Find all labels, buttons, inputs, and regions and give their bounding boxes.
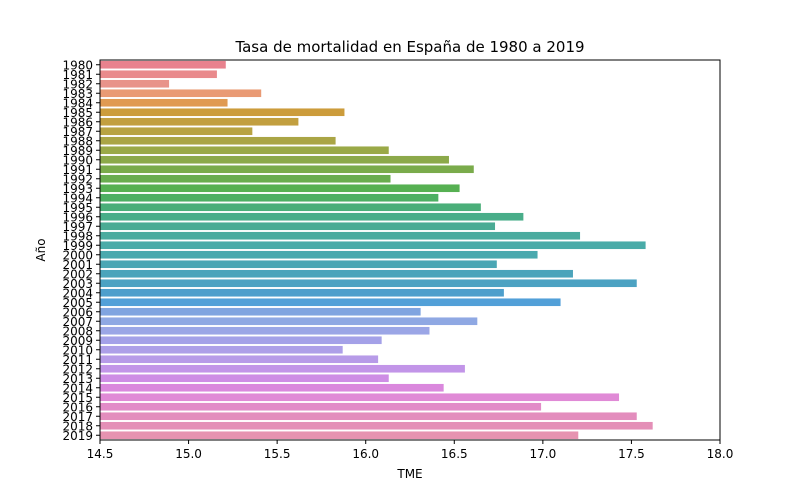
y-tick-label: 2011 <box>62 353 93 367</box>
y-tick-label: 1998 <box>62 229 93 243</box>
y-tick-label: 2017 <box>62 410 93 424</box>
x-tick-label: 17.0 <box>529 447 556 461</box>
bar-2012 <box>100 364 465 373</box>
bar-1990 <box>100 155 449 164</box>
bar-1994 <box>100 193 439 202</box>
bar-2000 <box>100 250 538 259</box>
y-tick-label: 1988 <box>62 134 93 148</box>
plot-frame <box>99 59 721 441</box>
y-tick-label: 2009 <box>62 334 93 348</box>
y-tick-label: 2008 <box>62 324 93 338</box>
y-axis-label: Año <box>34 238 48 261</box>
chart-title: Tasa de mortalidad en España de 1980 a 2… <box>234 38 584 56</box>
bar-2014 <box>100 383 444 392</box>
y-tick-label: 1981 <box>62 68 93 82</box>
bar-2008 <box>100 326 430 335</box>
bar-1984 <box>100 98 228 107</box>
bar-2018 <box>100 421 653 430</box>
y-tick-label: 2003 <box>62 277 93 291</box>
bars-group <box>100 60 653 440</box>
y-tick-label: 1995 <box>62 201 93 215</box>
y-tick-label: 2006 <box>62 305 93 319</box>
y-tick-label: 1989 <box>62 144 93 158</box>
y-tick-label: 1984 <box>62 96 93 110</box>
y-tick-label: 1982 <box>62 77 93 91</box>
bar-2001 <box>100 260 497 269</box>
x-tick-label: 15.5 <box>264 447 291 461</box>
bar-2009 <box>100 336 382 345</box>
y-tick-label: 2014 <box>62 381 93 395</box>
bar-1996 <box>100 212 524 221</box>
bar-1992 <box>100 174 391 183</box>
y-tick-label: 2002 <box>62 267 93 281</box>
bar-1983 <box>100 89 262 98</box>
y-tick-label: 2000 <box>62 248 93 262</box>
bar-2005 <box>100 298 561 307</box>
y-tick-label: 2001 <box>62 258 93 272</box>
y-tick-label: 2013 <box>62 372 93 386</box>
bar-2016 <box>100 402 542 411</box>
bar-2013 <box>100 374 389 383</box>
bar-2017 <box>100 412 637 421</box>
bar-1985 <box>100 108 345 117</box>
y-tick-label: 2019 <box>62 429 93 443</box>
y-tick-label: 1992 <box>62 172 93 186</box>
x-tick-label: 18.0 <box>707 447 734 461</box>
bar-1997 <box>100 222 496 231</box>
x-axis: 14.5 15.0 15.5 16.0 16.5 17.0 17.5 18.0 <box>87 440 734 461</box>
y-tick-label: 2015 <box>62 391 93 405</box>
y-tick-label: 1996 <box>62 210 93 224</box>
y-tick-label: 2016 <box>62 400 93 414</box>
bar-2002 <box>100 269 573 278</box>
y-tick-label: 1987 <box>62 125 93 139</box>
bar-1982 <box>100 79 170 88</box>
y-tick-label: 2007 <box>62 315 93 329</box>
y-tick-label: 2012 <box>62 362 93 376</box>
bar-1987 <box>100 127 253 136</box>
bar-1988 <box>100 136 336 145</box>
x-axis-label: TME <box>396 467 422 481</box>
bar-1981 <box>100 70 217 79</box>
y-tick-label: 1999 <box>62 239 93 253</box>
bar-2007 <box>100 317 478 326</box>
bar-2004 <box>100 288 504 297</box>
y-tick-label: 1986 <box>62 115 93 129</box>
bar-1999 <box>100 241 646 250</box>
y-tick-label: 1985 <box>62 106 93 120</box>
y-tick-label: 1980 <box>62 58 93 72</box>
bar-2003 <box>100 279 637 288</box>
bar-2015 <box>100 393 620 402</box>
x-tick-label: 14.5 <box>87 447 114 461</box>
x-tick-label: 15.0 <box>175 447 202 461</box>
x-tick-label: 16.0 <box>352 447 379 461</box>
y-tick-label: 2005 <box>62 296 93 310</box>
y-tick-label: 1994 <box>62 191 93 205</box>
bar-2011 <box>100 355 379 364</box>
y-tick-label: 2018 <box>62 419 93 433</box>
x-tick-label: 16.5 <box>441 447 468 461</box>
y-tick-label: 1991 <box>62 163 93 177</box>
y-tick-label: 1990 <box>62 153 93 167</box>
y-tick-label: 2004 <box>62 286 93 300</box>
x-tick-label: 17.5 <box>618 447 645 461</box>
y-tick-label: 1983 <box>62 87 93 101</box>
bar-1995 <box>100 203 481 212</box>
bar-2019 <box>100 431 579 440</box>
y-tick-label: 2010 <box>62 343 93 357</box>
bar-1989 <box>100 146 389 155</box>
bar-1993 <box>100 184 460 193</box>
bar-2010 <box>100 345 343 354</box>
y-tick-label: 1993 <box>62 182 93 196</box>
y-axis: 1980198119821983198419851986198719881989… <box>62 58 100 443</box>
bar-1998 <box>100 231 581 240</box>
bar-2006 <box>100 307 421 316</box>
bar-1986 <box>100 117 299 126</box>
y-tick-label: 1997 <box>62 220 93 234</box>
bar-1980 <box>100 60 226 69</box>
bar-1991 <box>100 165 474 174</box>
